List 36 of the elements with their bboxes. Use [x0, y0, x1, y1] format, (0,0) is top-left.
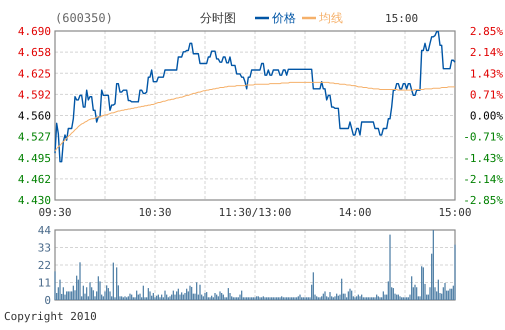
y-tick-label: 4.592: [18, 88, 51, 102]
y2-tick-label: -2.14%: [463, 172, 504, 186]
y-tick-label: 11: [38, 276, 51, 290]
y2-tick-label: 0.71%: [470, 88, 504, 102]
y2-tick-label: 1.43%: [470, 67, 504, 80]
y2-tick-label: -1.43%: [463, 152, 504, 165]
x-tick-label: 10:30: [138, 206, 172, 219]
text: Copyright 2010: [4, 310, 97, 323]
chart-subtitle: 分时图: [200, 11, 236, 25]
legend-label: 均线: [318, 11, 343, 25]
y2-tick-label: -2.85%: [463, 194, 504, 207]
line-series: [54, 30, 456, 162]
x-tick-label: 14:00: [338, 206, 372, 219]
y2-tick-label: -0.71%: [463, 130, 504, 144]
text: 15:00: [385, 12, 418, 25]
legend-label: 价格: [271, 11, 296, 25]
y-tick-label: 4.495: [18, 152, 51, 165]
y-tick-label: 0: [44, 294, 51, 307]
y2-tick-label: 2.14%: [470, 46, 504, 60]
y-tick-label: 4.527: [18, 130, 51, 144]
line-series: [54, 82, 456, 152]
y-tick-label: 4.625: [18, 67, 51, 80]
y-tick-label: 33: [38, 242, 51, 254]
x-tick-label: 11:30/13:00: [218, 206, 292, 219]
y-tick-label: 22: [38, 259, 51, 272]
y-tick-label: 44: [38, 224, 52, 237]
y-tick-label: 4.462: [18, 172, 51, 186]
y2-tick-label: 0.00%: [470, 110, 504, 122]
y-tick-label: 4.658: [18, 46, 51, 60]
x-tick-label: 09:30: [38, 206, 72, 219]
chart-title: (600350): [55, 11, 113, 25]
x-tick-label: 15:00: [438, 206, 472, 219]
y-tick-label: 4.690: [18, 25, 51, 38]
y-tick-label: 4.560: [18, 110, 51, 122]
y2-tick-label: 2.85%: [470, 25, 504, 38]
y-tick-label: 4.430: [18, 194, 51, 207]
